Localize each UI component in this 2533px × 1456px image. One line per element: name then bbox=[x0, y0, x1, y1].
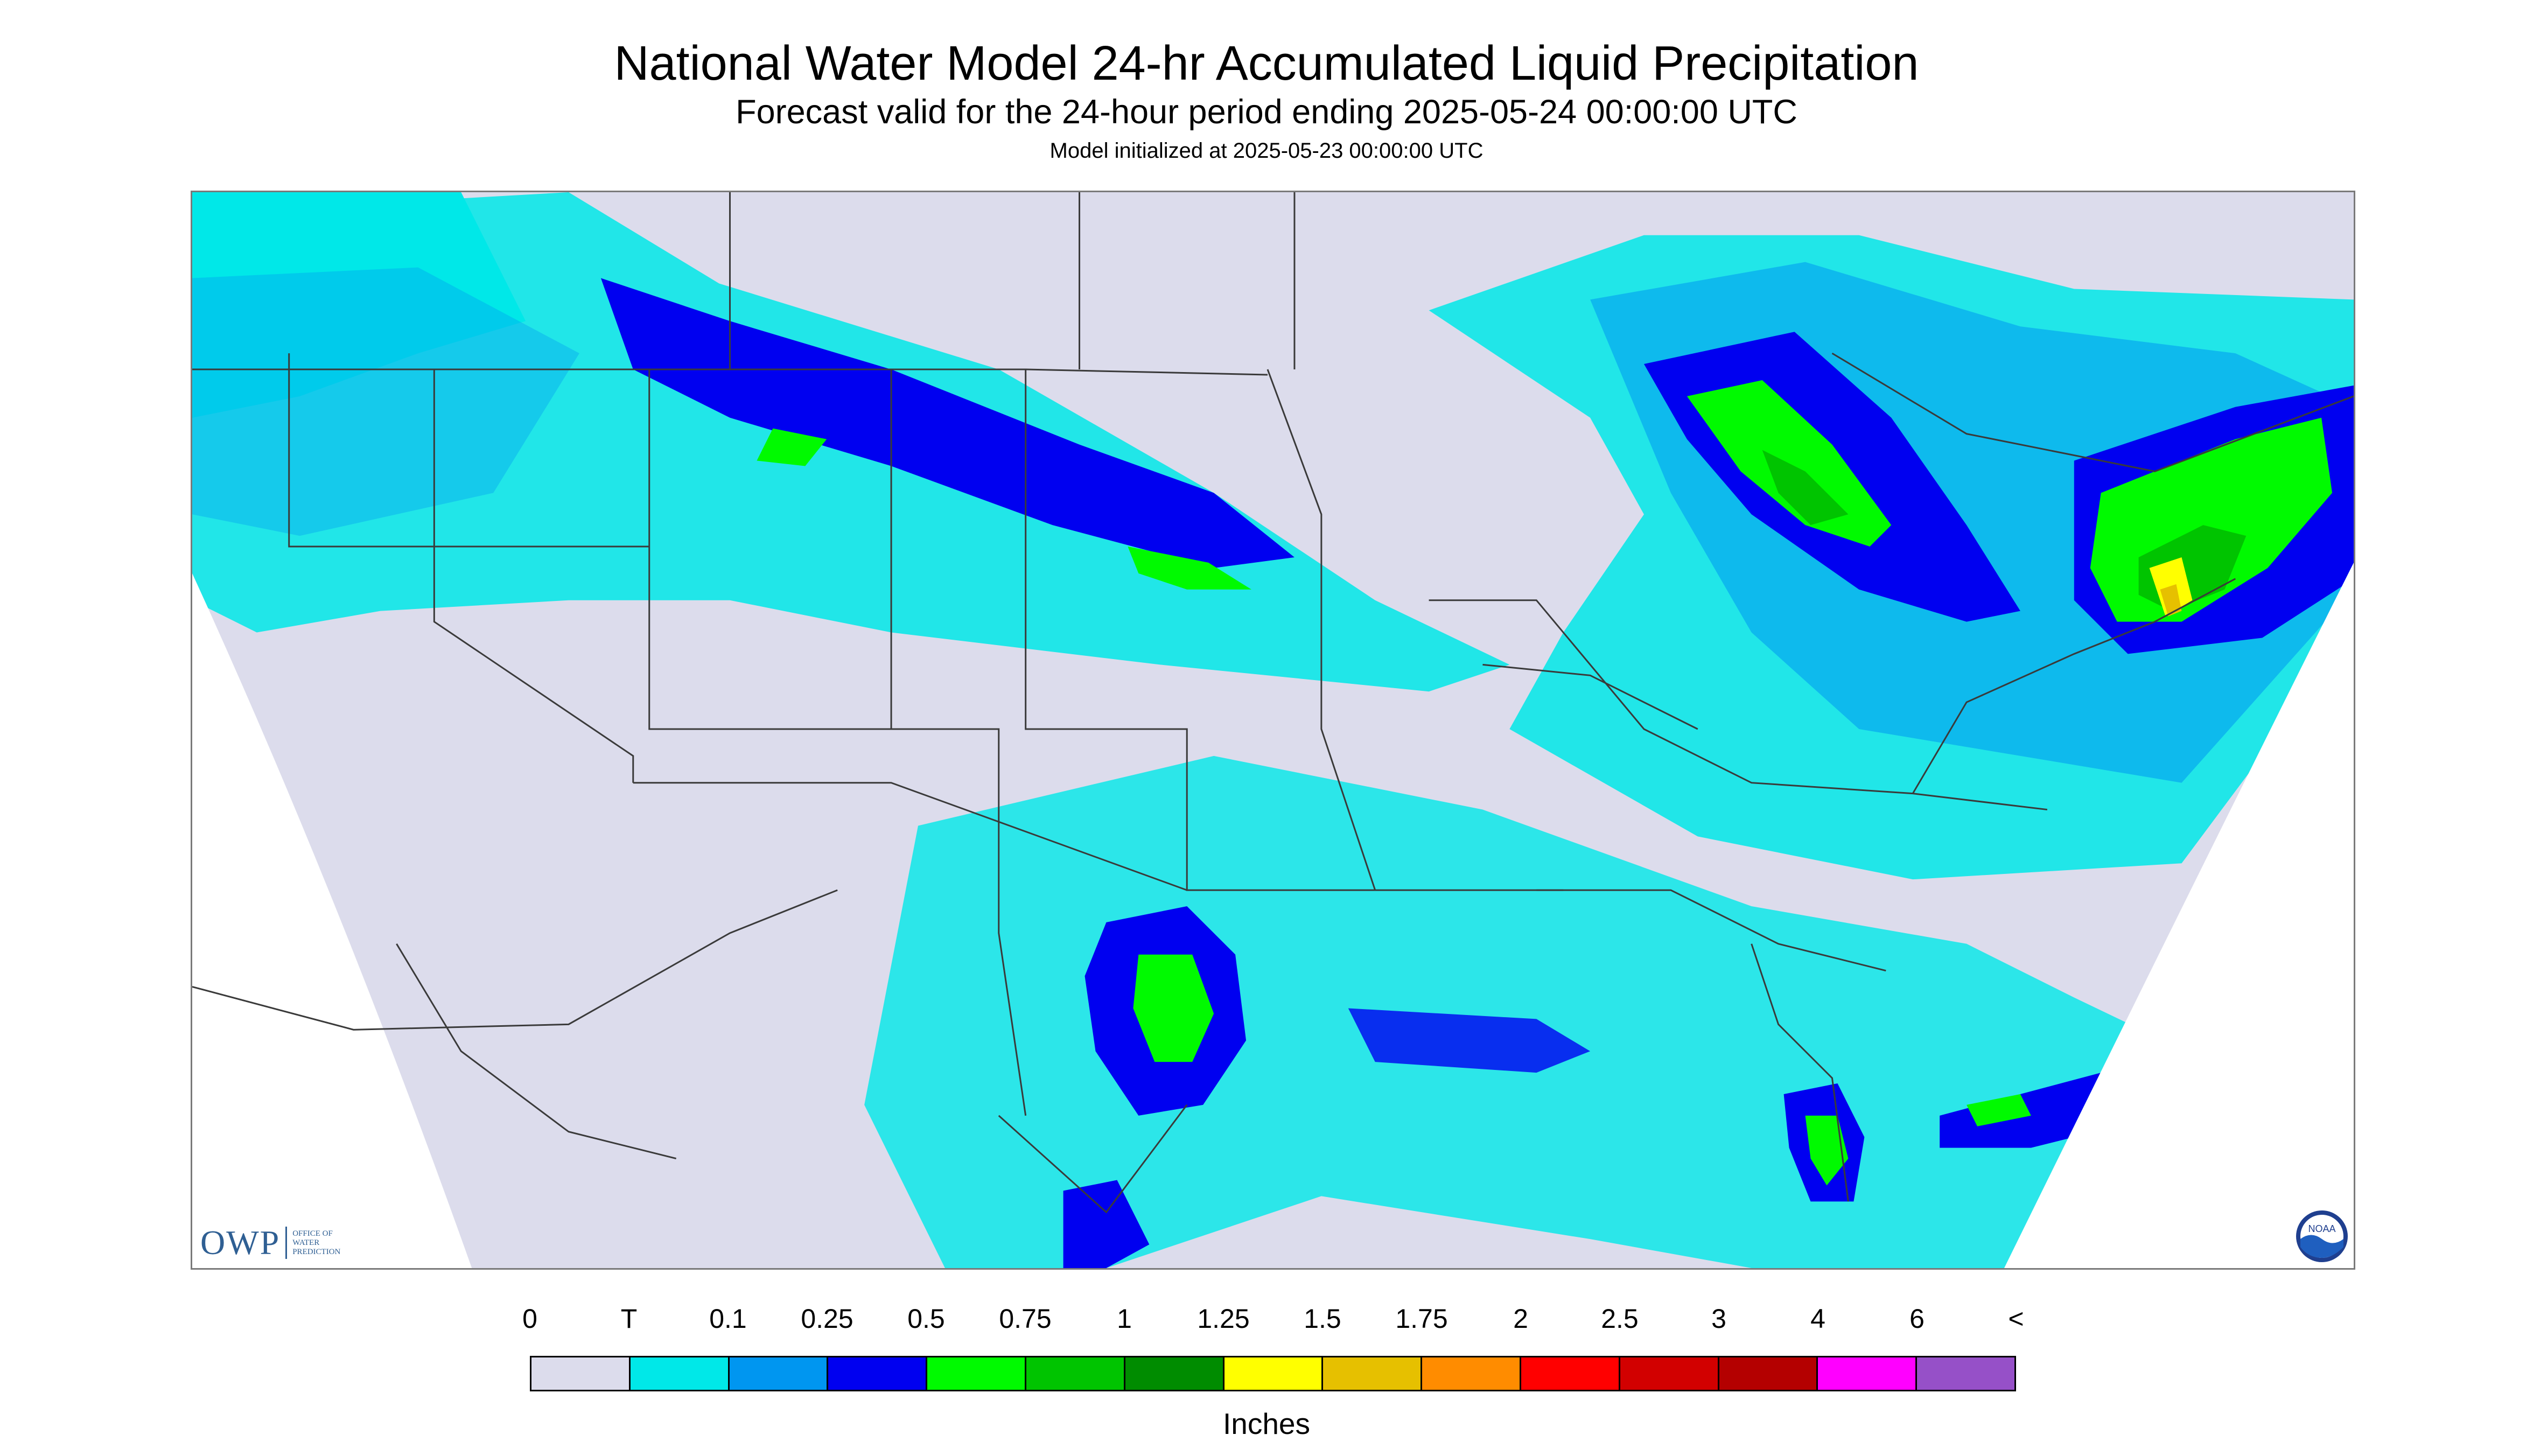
legend-tick-label: 0.25 bbox=[801, 1304, 853, 1334]
legend-swatch bbox=[1917, 1357, 2014, 1390]
legend-tick-label: 0 bbox=[522, 1304, 537, 1334]
owp-logo-text: OWP bbox=[200, 1223, 281, 1262]
precip-area-sd-0.5 bbox=[1128, 547, 1252, 590]
legend-swatch bbox=[1026, 1357, 1125, 1390]
precip-area-ontario-0.75 bbox=[1762, 450, 1849, 526]
legend-units-label: Inches bbox=[1222, 1407, 1311, 1440]
legend-tick-label: 2 bbox=[1513, 1304, 1528, 1334]
legend-color-bar bbox=[530, 1356, 2016, 1391]
legend-tick-label: 1 bbox=[1117, 1304, 1132, 1334]
precip-area-band-0.25 bbox=[600, 278, 1295, 568]
legend-swatch bbox=[531, 1357, 631, 1390]
precip-area-texas-0.5 bbox=[1133, 954, 1214, 1062]
noaa-logo-text: NOAA bbox=[2308, 1223, 2335, 1234]
legend-swatch bbox=[1125, 1357, 1224, 1390]
legend-swatch bbox=[1719, 1357, 1818, 1390]
map-subtitle: Forecast valid for the 24-hour period en… bbox=[736, 93, 1797, 131]
legend-swatch bbox=[927, 1357, 1026, 1390]
legend-tick-label: 1.75 bbox=[1395, 1304, 1448, 1334]
owp-logo-subtitle: Office of Water Prediction bbox=[292, 1229, 340, 1257]
precip-area-mexico-0.25 bbox=[1063, 1180, 1150, 1268]
legend-swatch bbox=[1818, 1357, 1918, 1390]
legend-swatch bbox=[1323, 1357, 1423, 1390]
precip-area-newengland-1.5 bbox=[2160, 584, 2182, 617]
legend-tick-label: 0.75 bbox=[999, 1304, 1052, 1334]
legend-swatch bbox=[729, 1357, 829, 1390]
legend-swatch bbox=[1422, 1357, 1521, 1390]
owp-subtitle-line-3: Prediction bbox=[292, 1247, 341, 1256]
legend-swatch bbox=[828, 1357, 928, 1390]
legend-tick-label: 0.1 bbox=[709, 1304, 747, 1334]
owp-subtitle-line-1: Office of bbox=[292, 1229, 333, 1238]
owp-subtitle-line-2: Water bbox=[292, 1238, 320, 1247]
owp-logo-divider bbox=[285, 1227, 288, 1259]
precip-area-coast bbox=[192, 192, 526, 418]
legend-tick-label: 4 bbox=[1810, 1304, 1825, 1334]
map-title: National Water Model 24-hr Accumulated L… bbox=[614, 37, 1919, 90]
legend-tick-label: 1.25 bbox=[1197, 1304, 1250, 1334]
legend-tick-label: 0.5 bbox=[907, 1304, 945, 1334]
legend-swatch bbox=[1620, 1357, 1719, 1390]
precip-layer bbox=[192, 192, 2354, 1268]
boundary-lines bbox=[192, 192, 2354, 1214]
legend-swatch bbox=[1521, 1357, 1620, 1390]
precip-area-carib-0.5 bbox=[1967, 1094, 2031, 1126]
precip-area-florida-0.5 bbox=[1805, 1115, 1849, 1186]
precip-area-ontario-0.5 bbox=[1687, 380, 1892, 547]
legend-tick-label: T bbox=[620, 1304, 638, 1334]
precip-area-band-0.5 bbox=[757, 428, 827, 466]
owp-logo: OWP Office of Water Prediction bbox=[200, 1223, 340, 1262]
noaa-logo: NOAA bbox=[2296, 1210, 2348, 1262]
precip-area-gulf-0.25 bbox=[1348, 1008, 1591, 1073]
precip-area-south bbox=[864, 755, 2209, 1268]
legend-tick-label: 1.5 bbox=[1304, 1304, 1341, 1334]
legend: 0 T 0.1 0.25 0.5 0.75 1 1.25 1.5 1.75 2 2.5 3 4 6 < bbox=[522, 1303, 2024, 1411]
legend-tick-label: 6 bbox=[1909, 1304, 1925, 1334]
model-init-line: Model initialized at 2025-05-23 00:00:00… bbox=[1049, 139, 1484, 163]
legend-tick-label: < bbox=[2008, 1304, 2024, 1334]
legend-swatch bbox=[1224, 1357, 1324, 1390]
legend-tick-label: 2.5 bbox=[1601, 1304, 1639, 1334]
map-canvas bbox=[192, 192, 2354, 1268]
precipitation-map bbox=[191, 191, 2355, 1270]
legend-swatch bbox=[630, 1357, 730, 1390]
legend-tick-label: 3 bbox=[1711, 1304, 1726, 1334]
